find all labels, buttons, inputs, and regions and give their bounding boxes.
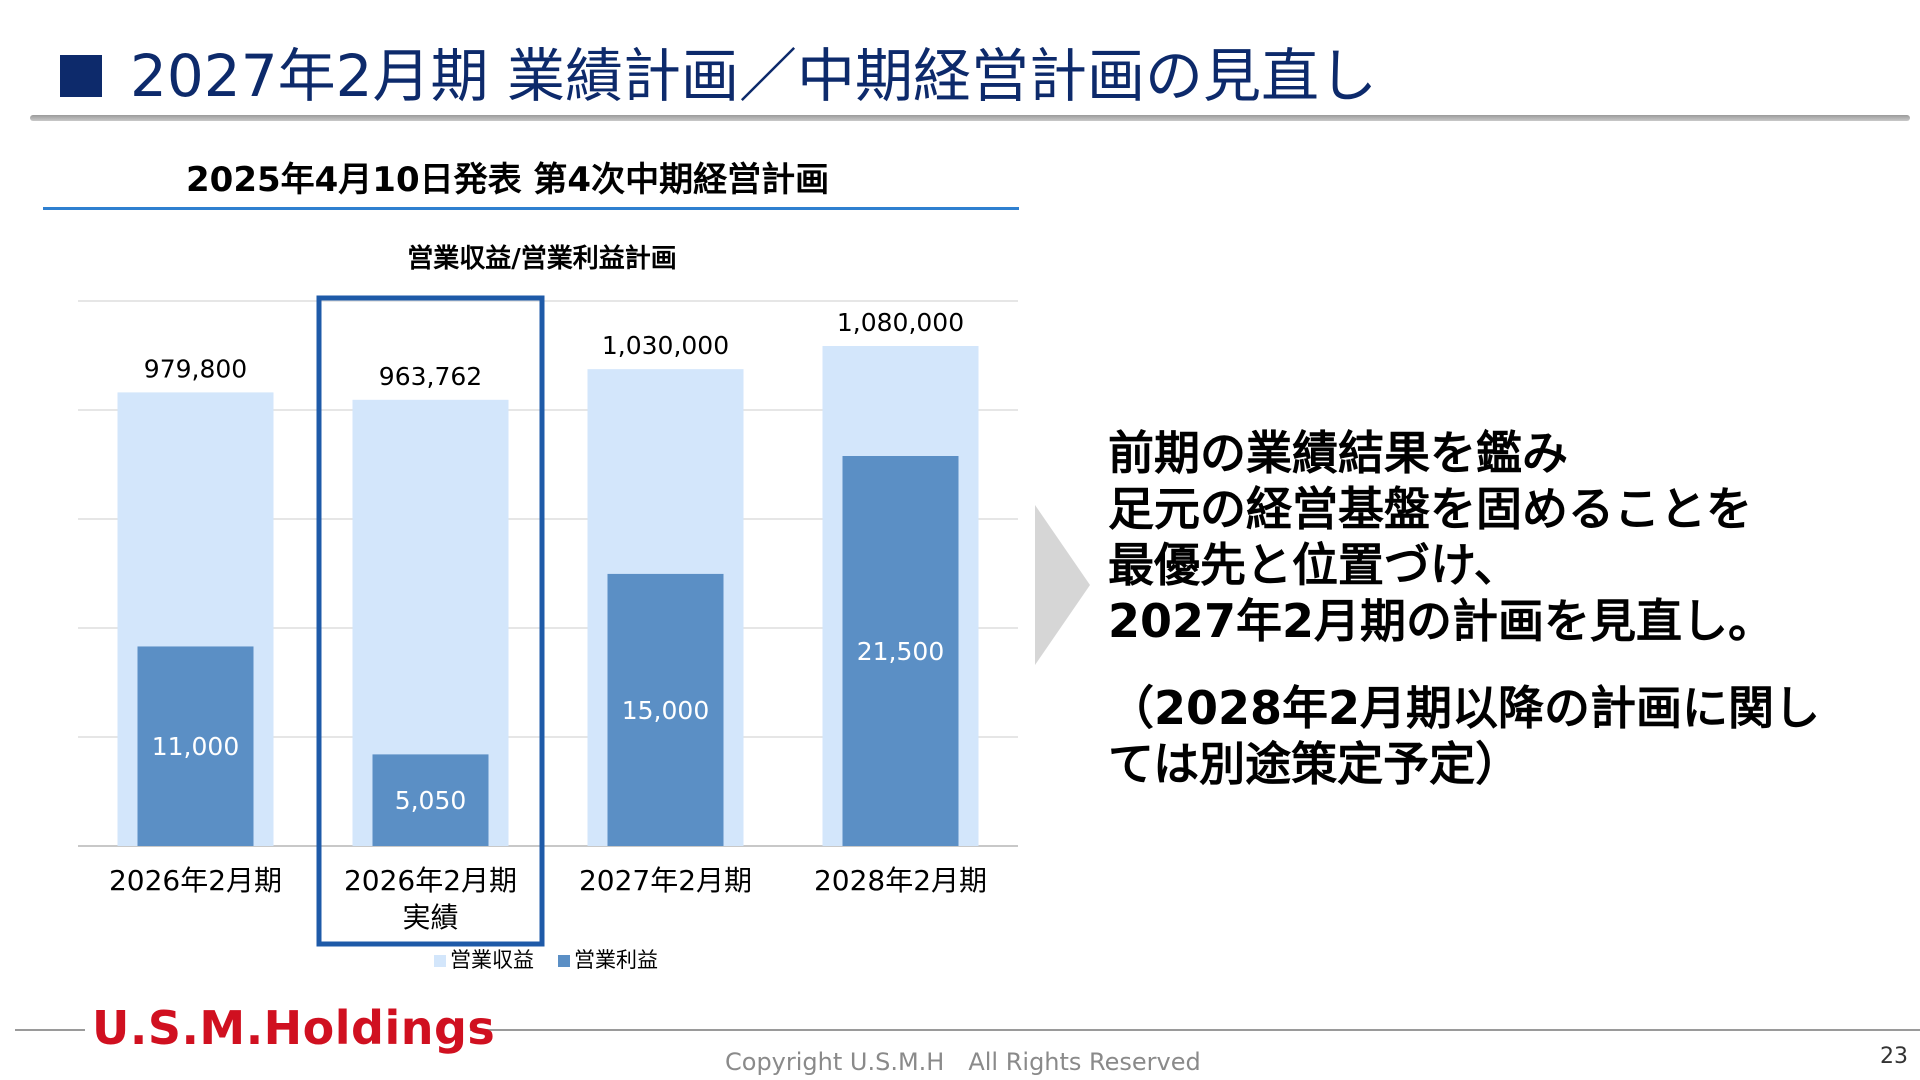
profit-data-label: 15,000 xyxy=(622,696,709,725)
title-divider xyxy=(30,115,1910,121)
future-plan-note: （2028年2月期以降の計画に関し ては別途策定予定） xyxy=(1108,680,1908,792)
profit-bar xyxy=(137,646,254,846)
category-label: 2028年2月期 xyxy=(814,864,987,897)
message-line: 足元の経営基盤を固めることを xyxy=(1108,482,1752,536)
page-title: 2027年2月期 業績計画／中期経営計画の見直し xyxy=(130,42,1377,110)
profit-bar xyxy=(372,754,489,846)
legend-label: 営業収益 xyxy=(450,948,534,972)
revenue-profit-chart: 営業収益/営業利益計画 979,800 11,000 2026年2月期 963,762 5… xyxy=(78,243,1018,972)
title-marker xyxy=(60,55,102,97)
company-logo: U.S.M.Holdings xyxy=(92,1001,496,1055)
legend-swatch xyxy=(558,955,570,967)
legend-swatch xyxy=(434,955,446,967)
profit-bar xyxy=(842,456,959,846)
note-line: （2028年2月期以降の計画に関し xyxy=(1108,681,1821,735)
profit-data-label: 21,500 xyxy=(857,637,944,666)
copyright-text: Copyright U.S.M.H All Rights Reserved xyxy=(725,1048,1201,1076)
right-arrow-icon xyxy=(1035,505,1090,665)
category-label: 実績 xyxy=(402,901,458,934)
actual-highlight-frame xyxy=(316,295,545,947)
message-line: 2027年2月期の計画を見直し。 xyxy=(1108,594,1775,648)
category-label: 2026年2月期 xyxy=(344,864,517,897)
legend-label: 営業利益 xyxy=(574,948,658,972)
revenue-data-label: 963,762 xyxy=(379,362,482,391)
review-message: 前期の業績結果を鑑み 足元の経営基盤を固めることを 最優先と位置づけ、 2027… xyxy=(1108,425,1888,649)
footer-rule-right xyxy=(470,1029,1920,1031)
category-label: 2026年2月期 xyxy=(109,864,282,897)
profit-data-label: 11,000 xyxy=(152,732,239,761)
revenue-data-label: 1,030,000 xyxy=(602,331,729,360)
revenue-data-label: 1,080,000 xyxy=(837,308,964,337)
note-line: ては別途策定予定） xyxy=(1108,737,1522,791)
chart-title: 営業収益/営業利益計画 xyxy=(407,243,677,274)
profit-data-label: 5,050 xyxy=(395,786,467,815)
footer-rule-left xyxy=(15,1029,85,1031)
profit-bar xyxy=(607,573,724,846)
category-label: 2027年2月期 xyxy=(579,864,752,897)
subheading-underline xyxy=(43,207,1019,210)
revenue-data-label: 979,800 xyxy=(144,354,247,383)
message-line: 前期の業績結果を鑑み xyxy=(1108,426,1568,480)
plan-subheading: 2025年4月10日発表 第4次中期経営計画 xyxy=(186,160,830,200)
message-line: 最優先と位置づけ、 xyxy=(1108,538,1520,592)
page-number: 23 xyxy=(1880,1044,1908,1069)
